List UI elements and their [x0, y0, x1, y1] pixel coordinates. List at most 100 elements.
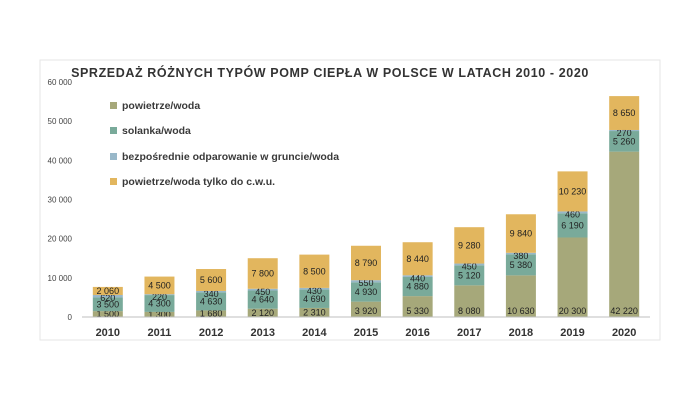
bar-segment — [454, 227, 485, 264]
chart-title: SPRZEDAŻ RÓŻNYCH TYPÓW POMP CIEPŁA W POL… — [71, 65, 589, 80]
bar-segment — [247, 258, 278, 289]
data-label: 3 920 — [355, 306, 378, 316]
data-label: 42 220 — [610, 306, 638, 316]
x-tick-label: 2017 — [457, 327, 481, 339]
x-tick-label: 2013 — [250, 327, 274, 339]
data-label: 4 300 — [148, 298, 171, 308]
bar-segment — [557, 171, 588, 212]
bar-segment — [402, 277, 433, 297]
data-label: 4 930 — [355, 287, 378, 297]
legend-item: bezpośrednie odparowanie w gruncie/woda — [110, 151, 339, 163]
bar-segment — [196, 292, 227, 311]
bar-segment — [247, 290, 278, 309]
bar-segment — [505, 254, 536, 276]
data-label: 8 440 — [406, 254, 429, 264]
y-tick-label: 10 000 — [48, 274, 73, 283]
bar-segment — [299, 289, 330, 308]
bar-segment — [247, 288, 278, 291]
bar-segment — [402, 296, 433, 317]
bar-segment — [557, 211, 588, 214]
data-label: 460 — [565, 209, 580, 219]
bar-segment — [144, 311, 175, 317]
legend-label: powietrze/woda tylko do c.w.u. — [122, 176, 275, 188]
y-tick-label: 30 000 — [48, 196, 73, 205]
legend-swatch — [110, 127, 117, 134]
bar-segment — [505, 252, 536, 255]
bar-segment — [505, 214, 536, 253]
x-tick-label: 2016 — [405, 327, 429, 339]
data-label: 4 880 — [406, 282, 429, 292]
data-label: 1 500 — [97, 309, 120, 319]
y-tick-label: 50 000 — [48, 117, 73, 126]
data-label: 3 500 — [97, 299, 120, 309]
legend-swatch — [110, 178, 117, 185]
bar-segment — [351, 245, 381, 281]
x-tick-label: 2018 — [509, 327, 533, 339]
x-tick-label: 2014 — [302, 327, 327, 339]
bar-segment — [144, 295, 175, 312]
legend-item: powietrze/woda — [110, 100, 200, 112]
x-tick-label: 2015 — [354, 327, 378, 339]
x-axis: 2010 2011 2012 2013 2014 2015 2016 2017 2018 2019… — [82, 316, 650, 339]
data-label: 380 — [513, 251, 528, 261]
bar-segment — [196, 269, 227, 291]
data-label: 450 — [462, 262, 477, 272]
data-label: 10 230 — [559, 186, 587, 196]
data-label: 4 640 — [251, 295, 274, 305]
bar-segment — [144, 276, 175, 295]
data-label: 6 190 — [561, 220, 584, 230]
plot-frame — [39, 59, 661, 341]
bar-segment — [609, 96, 640, 130]
bar-segment — [609, 151, 640, 317]
bar-segment — [351, 301, 381, 317]
legend-label: powietrze/woda — [122, 100, 200, 112]
data-label: 4 630 — [200, 296, 223, 306]
bar-segment — [402, 275, 433, 278]
data-label: 7 800 — [251, 268, 274, 278]
bar-segment — [299, 307, 330, 317]
data-label: 2 060 — [97, 286, 120, 296]
legend-swatch — [110, 102, 117, 109]
data-label: 8 500 — [303, 266, 326, 276]
data-label: 8 650 — [613, 108, 636, 118]
bar-segment — [351, 282, 381, 302]
data-label: 5 120 — [458, 270, 481, 280]
bar-segment — [454, 263, 485, 266]
x-tick-label: 2019 — [560, 327, 584, 339]
data-label: 450 — [255, 287, 270, 297]
data-label: 5 330 — [406, 306, 429, 316]
data-label: 4 500 — [148, 280, 171, 290]
bar-segment — [557, 213, 588, 238]
data-label: 220 — [152, 292, 167, 302]
data-label: 9 840 — [510, 229, 533, 239]
data-label: 8 080 — [458, 306, 481, 316]
bar-segment — [92, 297, 123, 312]
bar-segment — [609, 129, 640, 132]
x-tick-label: 2011 — [148, 327, 172, 339]
bar-segment — [609, 131, 640, 152]
legend-item: solanka/woda — [110, 125, 191, 137]
data-label: 550 — [358, 278, 373, 288]
legend-label: bezpośrednie odparowanie w gruncie/woda — [122, 151, 339, 163]
y-tick-label: 40 000 — [48, 156, 73, 165]
bar-segment — [454, 285, 485, 317]
data-label: 8 790 — [355, 258, 378, 268]
data-label: 5 260 — [613, 136, 636, 146]
legend: powietrze/woda solanka/woda bezpośrednie o… — [110, 100, 339, 188]
bar-segment — [402, 242, 433, 276]
data-label: 5 600 — [200, 275, 223, 285]
bar-segment — [247, 308, 278, 317]
bar-segment — [92, 311, 123, 317]
data-label: 9 280 — [458, 240, 481, 250]
data-label: 2 310 — [303, 307, 326, 317]
x-tick-label: 2012 — [199, 327, 223, 339]
y-tick-label: 20 000 — [48, 235, 73, 244]
